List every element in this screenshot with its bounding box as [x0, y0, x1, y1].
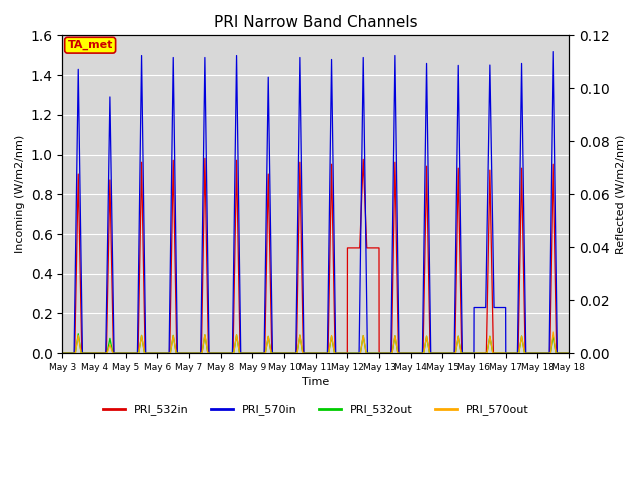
Y-axis label: Incoming (W/m2/nm): Incoming (W/m2/nm) — [15, 135, 25, 253]
Y-axis label: Reflected (W/m2/nm): Reflected (W/m2/nm) — [615, 134, 625, 254]
X-axis label: Time: Time — [302, 377, 330, 387]
Text: TA_met: TA_met — [67, 40, 113, 50]
Legend: PRI_532in, PRI_570in, PRI_532out, PRI_570out: PRI_532in, PRI_570in, PRI_532out, PRI_57… — [98, 400, 533, 420]
Title: PRI Narrow Band Channels: PRI Narrow Band Channels — [214, 15, 417, 30]
